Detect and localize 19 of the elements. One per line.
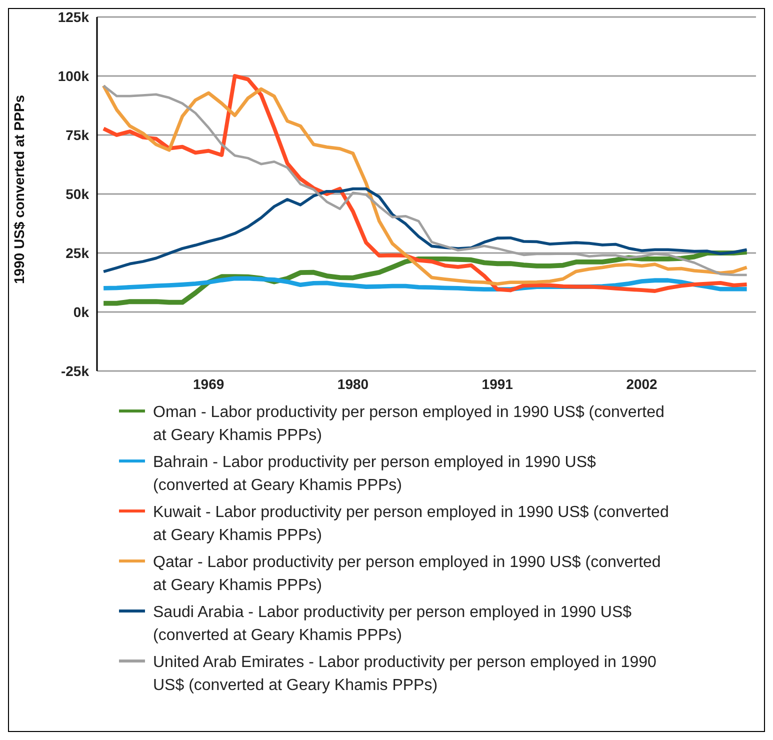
x-tick-label: 1980 [337, 376, 369, 392]
y-axis-title: 1990 US$ converted at PPPs [10, 94, 27, 284]
legend-label: Oman - Labor productivity per person employed in 1990 US$ (converted at Geary Khamis PPPs) [153, 403, 666, 446]
y-tick-label: 50k [66, 186, 90, 202]
y-tick-label: 125k [58, 8, 90, 25]
legend-label: Qatar - Labor productivity per person employed in 1990 US$ (converted at Geary Khamis PPPs) [153, 553, 662, 596]
line-series [102, 187, 748, 274]
y-tick-label: 75k [66, 126, 90, 143]
legend-label: Bahrain - Labor productivity per person employed in 1990 US$ (converted at Geary Khamis PPPs) [153, 453, 597, 496]
legend-label: United Arab Emirates - Labor productivity per person employed in 1990 US$ (converted at Geary Khamis PPPs) [153, 653, 658, 696]
x-tick-label: 1969 [193, 376, 224, 392]
y-tick-label: 25k [66, 244, 90, 261]
x-tick-label: 1991 [482, 376, 514, 392]
y-tick-label: -25k [60, 362, 90, 379]
x-tick-label: 2002 [626, 376, 658, 392]
legend-label: Saudi Arabia - Labor productivity per person employed in 1990 US$ (converted at Geary Khamis PPPs) [153, 603, 633, 646]
legend-label: Kuwait - Labor productivity per person employed in 1990 US$ (converted at Geary Khamis PPPs) [153, 503, 670, 546]
y-tick-label: 0k [73, 304, 90, 320]
y-tick-label: 100k [58, 68, 90, 84]
